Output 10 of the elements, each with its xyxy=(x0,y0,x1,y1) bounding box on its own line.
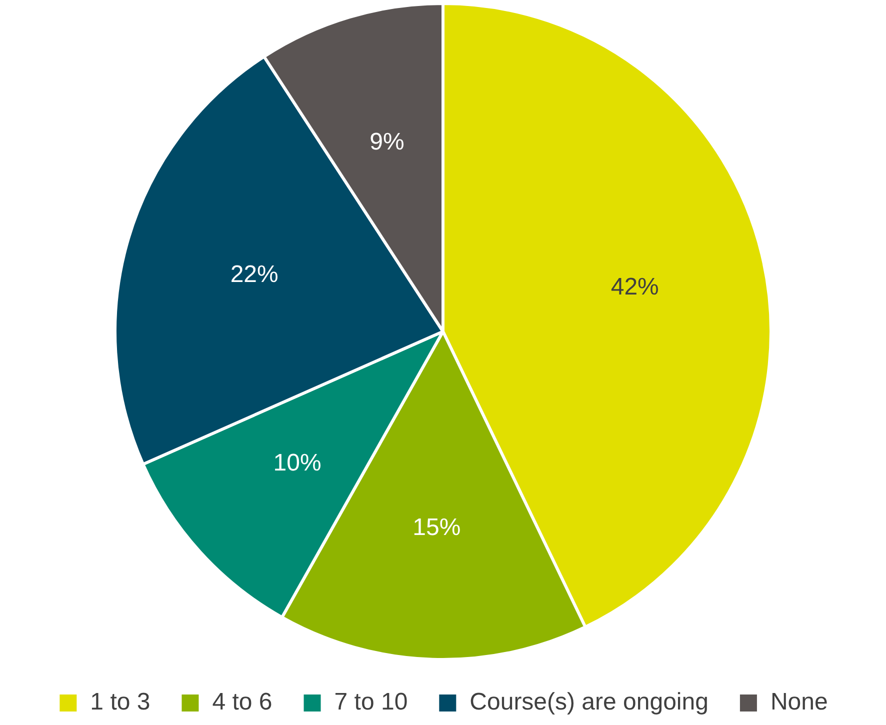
data-label: 9% xyxy=(370,128,404,156)
legend-label: Course(s) are ongoing xyxy=(470,688,708,716)
data-label: 22% xyxy=(230,261,278,288)
data-label: 42% xyxy=(610,273,659,300)
data-label: 15% xyxy=(412,514,461,541)
legend-label: None xyxy=(770,688,828,716)
data-label: 10% xyxy=(273,449,322,476)
legend-label: 1 to 3 xyxy=(90,688,150,716)
legend-label: 7 to 10 xyxy=(334,688,408,716)
legend-label: 4 to 6 xyxy=(212,688,272,716)
